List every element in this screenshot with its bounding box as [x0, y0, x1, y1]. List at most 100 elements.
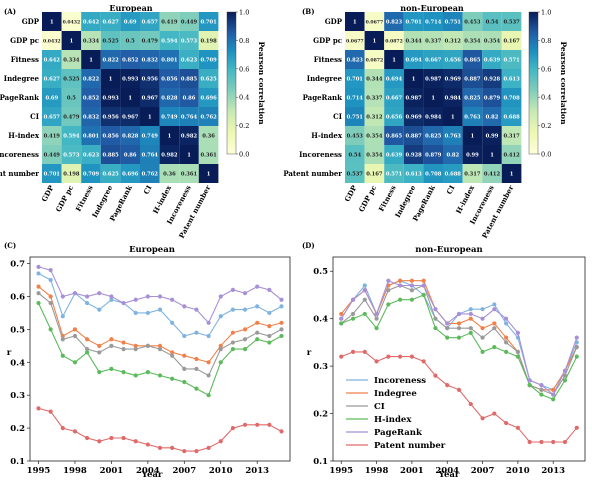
series-point [456, 335, 462, 340]
series-point [480, 316, 485, 321]
heatmap-cell [443, 31, 463, 50]
heatmap-cell [42, 164, 62, 183]
series-point [218, 294, 223, 299]
heatmap-cell-label: 0.828 [161, 96, 178, 102]
series-point [85, 435, 90, 441]
series-point [433, 307, 438, 312]
heatmap-cell-label: 0.623 [83, 153, 100, 159]
heatmap-cell-label: 0.82 [446, 153, 459, 159]
heatmap-cell-label: 0.337 [366, 96, 383, 102]
series-point [267, 310, 272, 316]
heatmap-cell [443, 164, 463, 183]
heatmap-cell [384, 107, 404, 126]
heatmap-cell [81, 69, 101, 88]
series-point [121, 340, 126, 345]
series-point [255, 304, 260, 309]
heatmap-cell [423, 31, 443, 50]
series-point [170, 353, 175, 358]
series-point [133, 297, 138, 302]
heatmap-cell-label: 0.969 [445, 77, 462, 83]
heatmap-cell [384, 88, 404, 107]
heatmap-cell [423, 12, 443, 31]
heatmap-cell-label: 0.0872 [385, 39, 403, 45]
heatmap-cell-label: 0.714 [347, 96, 364, 102]
series-point [157, 307, 163, 312]
heatmap-cell-label: 0.764 [181, 115, 198, 121]
heatmap-cell [501, 12, 522, 31]
panel-c-title: European [129, 245, 175, 255]
series-point [492, 326, 497, 331]
series-point [145, 310, 150, 316]
series-point [36, 300, 41, 306]
heatmap-cell [120, 88, 140, 107]
series-point [255, 330, 260, 335]
series-point [85, 300, 90, 306]
line-chart-d: 1995 1998 2001 2004 2007 2010 2013 0.1 0.2 0.3 0.4… [313, 256, 586, 476]
heatmap-cell-label: 0.885 [181, 77, 198, 83]
legend-label: H-index [374, 415, 412, 425]
heatmap-cell [159, 31, 180, 50]
heatmap-cell-label: 0.0432 [63, 20, 81, 26]
heatmap-row-label: GDP [22, 17, 40, 26]
x-tick-label: 1995 [329, 466, 353, 476]
heatmap-cell-label: 1 [109, 77, 113, 83]
heatmap-cell-label: 0.537 [503, 20, 520, 26]
series-point [279, 320, 284, 325]
heatmap-cell-label: 0.99 [486, 134, 499, 140]
heatmap-row-label: Patent number [0, 169, 39, 178]
heatmap-cell-label: 0.987 [425, 77, 442, 83]
series-point [562, 373, 568, 378]
series-point [409, 297, 414, 302]
heatmap-cell [81, 126, 101, 145]
heatmap-cell-label: 0.198 [200, 39, 217, 45]
x-tick-label: 2007 [471, 466, 495, 476]
heatmap-cell-label: 0.709 [83, 172, 100, 178]
heatmap-cell-label: 0.865 [464, 58, 481, 64]
series-point [97, 291, 102, 296]
series-point [468, 330, 473, 336]
heatmap-cell [384, 31, 404, 50]
heatmap-cell [61, 126, 82, 145]
series-point [48, 268, 53, 273]
heatmap-cell-label: 0.984 [425, 115, 442, 121]
heatmap-cell [345, 12, 365, 31]
series-point [206, 373, 211, 378]
heatmap-cell [462, 88, 483, 107]
series-point [85, 347, 90, 352]
heatmap-col-label: CI [444, 184, 456, 196]
series-point [433, 373, 438, 378]
heatmap-cell [345, 31, 365, 50]
series-point [492, 307, 497, 312]
heatmap-cell-label: 0.317 [464, 172, 481, 178]
heatmap-cell [501, 31, 522, 50]
series-point [362, 297, 367, 302]
series-point [121, 435, 126, 441]
heatmap-cell [42, 31, 62, 50]
heatmap-cell [345, 50, 365, 69]
heatmap-cell [100, 107, 121, 126]
heatmap-cell-label: 1 [471, 134, 475, 140]
heatmap-row-label: Incoreness [299, 150, 342, 159]
series-point [421, 278, 426, 283]
series-point [504, 349, 509, 354]
series-point [182, 353, 187, 358]
heatmap-cell [403, 164, 424, 183]
heatmap-cell [198, 31, 219, 50]
series-point [445, 326, 450, 331]
heatmap-cell-label: 0.657 [142, 20, 159, 26]
series-point [157, 347, 163, 352]
heatmap-cell-label: 0.69 [45, 96, 58, 102]
panel-d: (D) non-European 1995 1998 2001 2004 2007 201… [302, 241, 586, 480]
series-point [279, 304, 284, 309]
series-point [480, 335, 485, 340]
heatmap-cell-label: 0.828 [122, 134, 139, 140]
heatmap-cell [198, 50, 219, 69]
heatmap-cell-label: 0.573 [63, 153, 80, 159]
heatmap-cell [81, 145, 101, 164]
heatmap-cell [140, 69, 160, 88]
series-point [133, 310, 138, 316]
x-tick-label: 2007 [172, 466, 196, 476]
heatmap-cell [100, 31, 121, 50]
heatmap-cell [462, 50, 483, 69]
series-point [374, 316, 379, 321]
